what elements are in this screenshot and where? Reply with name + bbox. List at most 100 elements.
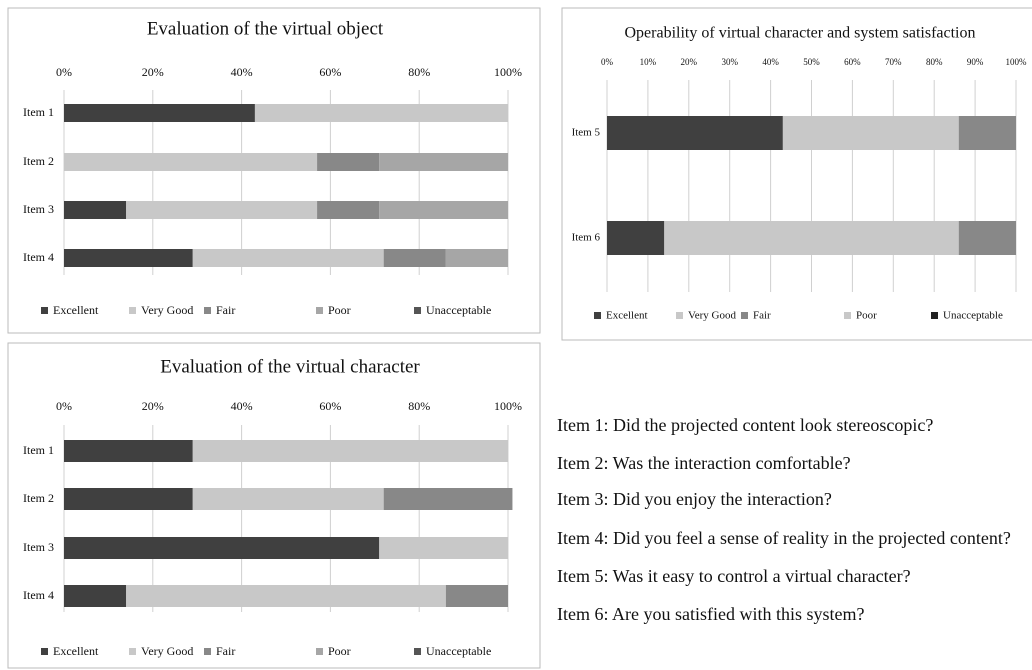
bar-segment <box>607 221 665 255</box>
legend-label: Very Good <box>141 303 193 317</box>
x-tick-label: 0% <box>601 57 614 67</box>
bar-segment <box>192 249 384 267</box>
y-tick-label: Item 1 <box>23 105 54 119</box>
y-tick-label: Item 4 <box>23 250 54 264</box>
legend-label: Fair <box>753 310 771 322</box>
x-tick-label: 60% <box>319 65 341 79</box>
x-tick-label: 40% <box>231 65 253 79</box>
note: Item 2: Was the interaction comfortable? <box>557 453 851 473</box>
bar-segment <box>64 585 127 607</box>
legend-label: Unacceptable <box>426 644 491 658</box>
bar-segment <box>192 440 508 462</box>
x-tick-label: 30% <box>721 57 738 67</box>
x-tick-label: 100% <box>494 65 522 79</box>
x-tick-label: 0% <box>56 399 72 413</box>
y-tick-label: Item 3 <box>23 202 54 216</box>
y-tick-label: Item 2 <box>23 154 54 168</box>
legend-label: Poor <box>856 310 877 322</box>
legend-swatch <box>129 307 136 314</box>
y-tick-label: Item 2 <box>23 491 54 505</box>
note: Item 3: Did you enjoy the interaction? <box>557 489 832 509</box>
x-tick-label: 20% <box>142 65 164 79</box>
legend-label: Unacceptable <box>426 303 491 317</box>
x-tick-label: 40% <box>762 57 779 67</box>
bar-segment <box>64 153 318 171</box>
legend-label: Fair <box>216 303 235 317</box>
bar-segment <box>379 153 508 171</box>
legend-swatch <box>41 648 48 655</box>
bar-segment <box>664 221 959 255</box>
x-tick-label: 100% <box>494 399 522 413</box>
legend-swatch <box>414 648 421 655</box>
bar-segment <box>445 585 508 607</box>
legend-swatch <box>414 307 421 314</box>
legend-label: Excellent <box>53 303 99 317</box>
y-tick-label: Item 4 <box>23 588 54 602</box>
bar-segment <box>958 116 1016 150</box>
legend-swatch <box>316 648 323 655</box>
legend-label: Very Good <box>141 644 193 658</box>
bar-segment <box>782 116 959 150</box>
bar-segment <box>317 153 380 171</box>
legend-swatch <box>594 312 601 319</box>
bar-segment <box>445 249 508 267</box>
x-tick-label: 20% <box>681 57 698 67</box>
y-tick-label: Item 6 <box>572 232 601 244</box>
legend-swatch <box>676 312 683 319</box>
bar-segment <box>126 201 318 219</box>
x-tick-label: 40% <box>231 399 253 413</box>
bar-segment <box>607 116 783 150</box>
legend-swatch <box>931 312 938 319</box>
bar-segment <box>126 585 446 607</box>
bar-segment <box>64 537 380 559</box>
bar-segment <box>64 201 127 219</box>
bar-segment <box>317 201 380 219</box>
x-tick-label: 80% <box>408 399 430 413</box>
y-tick-label: Item 5 <box>572 127 601 139</box>
x-tick-label: 10% <box>640 57 657 67</box>
bar-segment <box>383 249 446 267</box>
legend-label: Poor <box>328 644 351 658</box>
x-tick-label: 70% <box>885 57 902 67</box>
bar-segment <box>379 537 508 559</box>
legend-label: Poor <box>328 303 351 317</box>
note: Item 6: Are you satisfied with this syst… <box>557 604 864 624</box>
x-tick-label: 90% <box>967 57 984 67</box>
bar-segment <box>192 488 384 510</box>
x-tick-label: 20% <box>142 399 164 413</box>
legend-label: Very Good <box>688 310 736 322</box>
bar-segment <box>379 201 508 219</box>
legend-label: Excellent <box>53 644 99 658</box>
panel <box>561 7 1032 341</box>
chart-title: Operability of virtual character and sys… <box>625 25 976 42</box>
y-tick-label: Item 1 <box>23 443 54 457</box>
legend-swatch <box>204 648 211 655</box>
bar-segment <box>254 104 508 122</box>
bar-segment <box>64 440 193 462</box>
x-tick-label: 0% <box>56 65 72 79</box>
note: Item 1: Did the projected content look s… <box>557 415 933 435</box>
x-tick-label: 80% <box>926 57 943 67</box>
x-tick-label: 100% <box>1006 57 1028 67</box>
bar-segment <box>64 249 193 267</box>
bar-segment <box>64 104 255 122</box>
note: Item 5: Was it easy to control a virtual… <box>557 566 911 586</box>
bar-segment <box>383 488 513 510</box>
panel <box>7 342 541 669</box>
legend-label: Fair <box>216 644 235 658</box>
chart-title: Evaluation of the virtual object <box>147 18 384 39</box>
legend-swatch <box>316 307 323 314</box>
x-tick-label: 60% <box>844 57 861 67</box>
legend-swatch <box>844 312 851 319</box>
legend-swatch <box>741 312 748 319</box>
chart-title: Evaluation of the virtual character <box>160 356 420 377</box>
y-tick-label: Item 3 <box>23 540 54 554</box>
note: Item 4: Did you feel a sense of reality … <box>557 528 1011 548</box>
x-tick-label: 60% <box>319 399 341 413</box>
legend-swatch <box>204 307 211 314</box>
legend-label: Excellent <box>606 310 648 322</box>
x-tick-label: 50% <box>803 57 820 67</box>
legend-swatch <box>41 307 48 314</box>
panel <box>7 7 541 334</box>
